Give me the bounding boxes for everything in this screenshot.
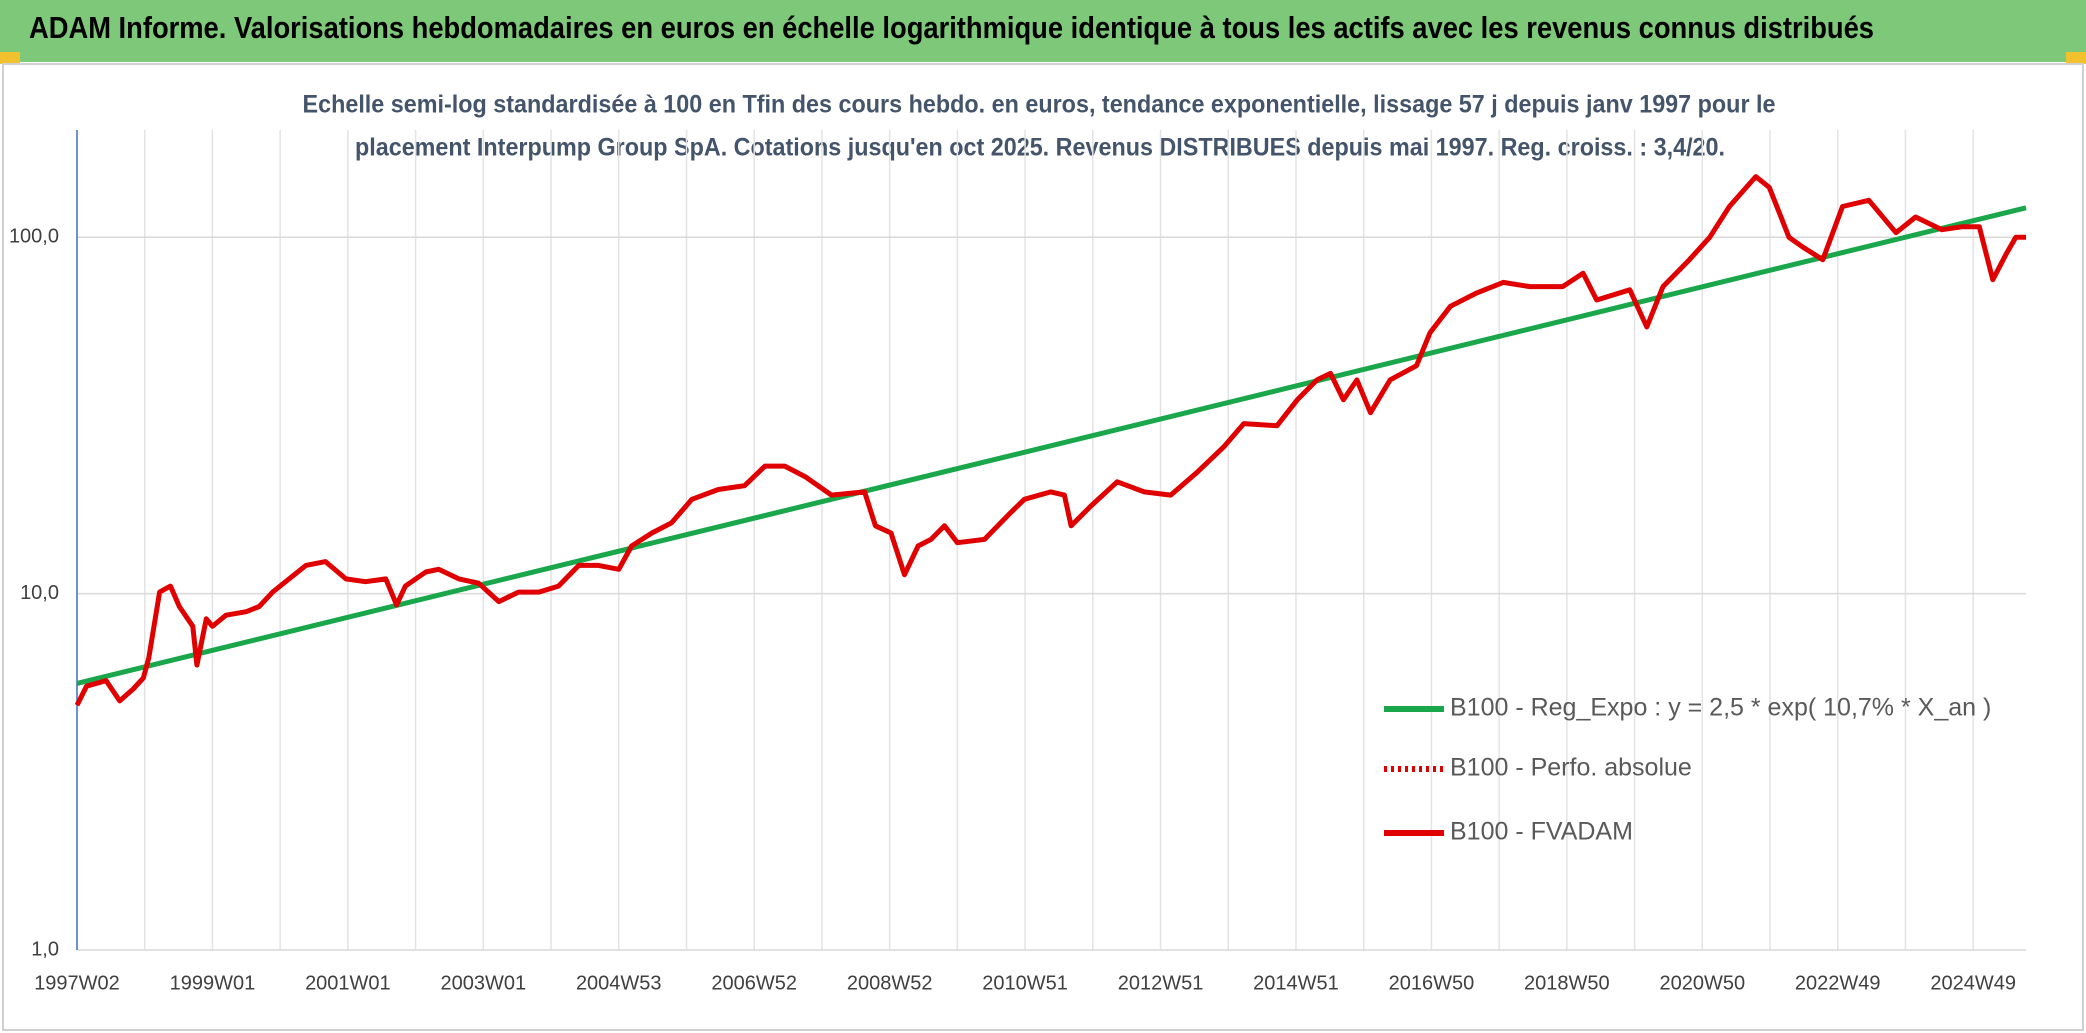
- y-tick-label: 1,0: [31, 938, 59, 960]
- x-tick-label: 1997W02: [34, 972, 120, 994]
- x-tick-label: 2016W50: [1389, 972, 1475, 994]
- x-tick-label: 2001W01: [305, 972, 391, 994]
- x-tick-label: 2018W50: [1524, 972, 1610, 994]
- x-tick-label: 2006W52: [711, 972, 797, 994]
- y-tick-label: 100,0: [9, 226, 59, 248]
- y-tick-label: 10,0: [20, 582, 59, 604]
- x-tick-label: 2008W52: [847, 972, 933, 994]
- header-bar: [0, 0, 2086, 62]
- legend-label: B100 - FVADAM: [1450, 818, 1633, 846]
- x-tick-label: 2003W01: [441, 972, 527, 994]
- legend-label: B100 - Reg_Expo : y = 2,5 * exp( 10,7% *…: [1450, 694, 1991, 722]
- corner-mark: [0, 52, 20, 64]
- legend-label: B100 - Perfo. absolue: [1450, 754, 1692, 782]
- series-line: [74, 174, 2026, 707]
- x-tick-label: 2014W51: [1253, 972, 1339, 994]
- x-tick-label: 2004W53: [576, 972, 662, 994]
- chart-subtitle: Echelle semi-log standardisée à 100 en T…: [303, 91, 1776, 119]
- x-tick-label: 2024W49: [1930, 972, 2016, 994]
- page-title: ADAM Informe. Valorisations hebdomadaire…: [29, 10, 1874, 45]
- chart-subtitle: placement Interpump Group SpA. Cotations…: [355, 134, 1725, 162]
- series-line: [76, 205, 2027, 686]
- chart-border: [2, 63, 2084, 1031]
- x-tick-label: 2012W51: [1118, 972, 1204, 994]
- x-tick-label: 2020W50: [1659, 972, 1745, 994]
- x-tick-label: 1999W01: [170, 972, 256, 994]
- x-tick-label: 2022W49: [1795, 972, 1881, 994]
- x-tick-label: 2010W51: [982, 972, 1068, 994]
- corner-mark: [2066, 52, 2086, 64]
